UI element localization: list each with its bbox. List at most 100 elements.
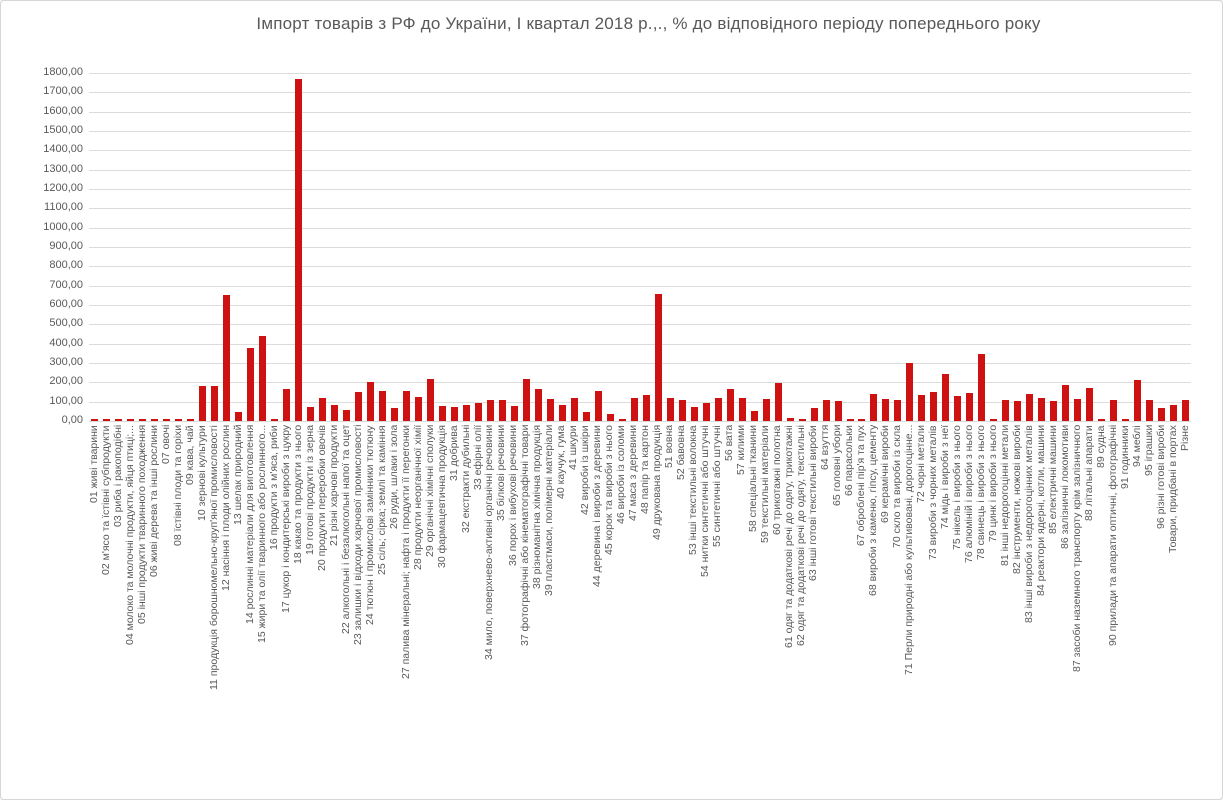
- bar-column: [964, 73, 976, 421]
- bar: [379, 390, 387, 421]
- bar: [391, 407, 399, 421]
- x-axis-label: 64 взуття: [820, 425, 832, 471]
- bar-column: [580, 73, 592, 421]
- bar-column: [496, 73, 508, 421]
- x-axis-label: 29 органічні хімічні сполуки: [424, 425, 436, 558]
- y-axis-tick: 100,00: [49, 394, 83, 407]
- gridline: [89, 131, 1191, 132]
- bar: [858, 419, 866, 421]
- bar-column: [1168, 73, 1180, 421]
- bar: [1086, 388, 1094, 421]
- gridline: [89, 150, 1191, 152]
- x-axis-label: 37 фотографічні або кінематографічні тов…: [520, 425, 532, 647]
- y-axis-tick: 400,00: [49, 336, 83, 349]
- x-axis-label: 30 фармацевтична продукція: [436, 425, 448, 568]
- bar-column: [616, 73, 628, 421]
- bar: [906, 363, 914, 421]
- x-axis-label: Різне: [1179, 425, 1191, 451]
- bar: [894, 399, 902, 421]
- bar: [1098, 419, 1106, 421]
- bar-column: [712, 73, 724, 421]
- gridline: [89, 343, 1191, 345]
- bar: [726, 389, 734, 421]
- x-axis-label: 63 інші готові текстильні вироби: [808, 425, 820, 581]
- bar-column: [988, 73, 1000, 421]
- bar: [930, 392, 938, 421]
- bar: [127, 419, 135, 421]
- bar-column: [664, 73, 676, 421]
- x-axis-label: 46 вироби із соломи: [616, 425, 628, 524]
- x-axis-label: 40 каучук, гума: [556, 425, 568, 499]
- x-axis-label: 94 меблі: [1131, 425, 1143, 467]
- y-axis-tick: 600,00: [49, 298, 83, 310]
- bar: [762, 399, 770, 421]
- bar: [271, 419, 279, 421]
- bar: [235, 412, 243, 421]
- x-axis-label: 31 добрива: [448, 425, 460, 481]
- x-axis-label: 68 вироби з каменю, гіпсу, цементу: [867, 425, 879, 597]
- bar: [966, 392, 974, 421]
- x-axis-label: 91 годинники: [1119, 425, 1131, 489]
- bar: [570, 398, 578, 421]
- gridline: [89, 227, 1191, 229]
- bar: [1110, 400, 1118, 421]
- bar-column: [520, 73, 532, 421]
- bar-column: [113, 73, 125, 421]
- bar-column: [1084, 73, 1096, 421]
- x-axis-label: 32 екстракти дубильні: [460, 425, 472, 534]
- bar: [798, 418, 806, 421]
- bar: [247, 347, 255, 421]
- x-axis-label: 16 продукти з м'яса, риби: [268, 425, 280, 550]
- bar-column: [892, 73, 904, 421]
- bar: [786, 417, 794, 421]
- gridline: [89, 73, 1191, 74]
- bar: [666, 398, 674, 421]
- bar: [139, 419, 147, 421]
- x-axis-label: 69 керамічні вироби: [879, 425, 891, 523]
- bar: [295, 78, 303, 421]
- bar: [1002, 399, 1010, 421]
- x-axis-label: 09 кава, чай: [184, 425, 196, 485]
- bar: [558, 405, 566, 421]
- bar: [918, 395, 926, 421]
- bar-column: [1012, 73, 1024, 421]
- x-axis-label: 62 одяг та додаткові речі до одягу, текс…: [796, 425, 808, 646]
- bar: [355, 391, 363, 421]
- bar: [630, 397, 638, 421]
- x-axis-label: 83 інші вироби з недорогоцінних металів: [1023, 425, 1035, 623]
- x-axis-label: 34 мило, поверхнево-активні органічні ре…: [484, 425, 496, 661]
- bar-column: [808, 73, 820, 421]
- gridline: [89, 189, 1191, 190]
- bar-column: [532, 73, 544, 421]
- bar-column: [904, 73, 916, 421]
- bar-column: [736, 73, 748, 421]
- bar-column: [437, 73, 449, 421]
- y-axis-tick: 1000,00: [43, 220, 83, 233]
- bar-column: [976, 73, 988, 421]
- x-axis-label: 03 риба і ракоподібні: [112, 425, 124, 528]
- y-axis-tick: 700,00: [49, 278, 83, 291]
- bar: [642, 395, 650, 421]
- y-axis-tick: 1800,00: [43, 66, 83, 78]
- bar: [1122, 419, 1130, 421]
- bar: [283, 389, 291, 421]
- bar-column: [604, 73, 616, 421]
- bar-column: [1180, 73, 1192, 421]
- bar-column: [928, 73, 940, 421]
- bar: [618, 419, 626, 421]
- bar: [606, 414, 614, 421]
- bar-column: [844, 73, 856, 421]
- x-axis-label: Товари, придбані в портах: [1167, 425, 1179, 553]
- x-axis-label: 35 білкові речовини: [496, 425, 508, 522]
- bar-column: [413, 73, 425, 421]
- bar: [1074, 399, 1082, 421]
- bar-column: [365, 73, 377, 421]
- bar-column: [257, 73, 269, 421]
- y-axis-tick: 1300,00: [43, 162, 83, 175]
- x-axis: 01 живі тварини 02 м'ясо та їстівні субпр…: [89, 425, 1191, 791]
- x-axis-label: 24 тютюн і промислові замінники тютюну: [364, 425, 376, 625]
- x-axis-label: 71 Перли природні або культивовані, доро…: [903, 425, 915, 676]
- bar-column: [473, 73, 485, 421]
- bar: [882, 398, 890, 421]
- bar-column: [568, 73, 580, 421]
